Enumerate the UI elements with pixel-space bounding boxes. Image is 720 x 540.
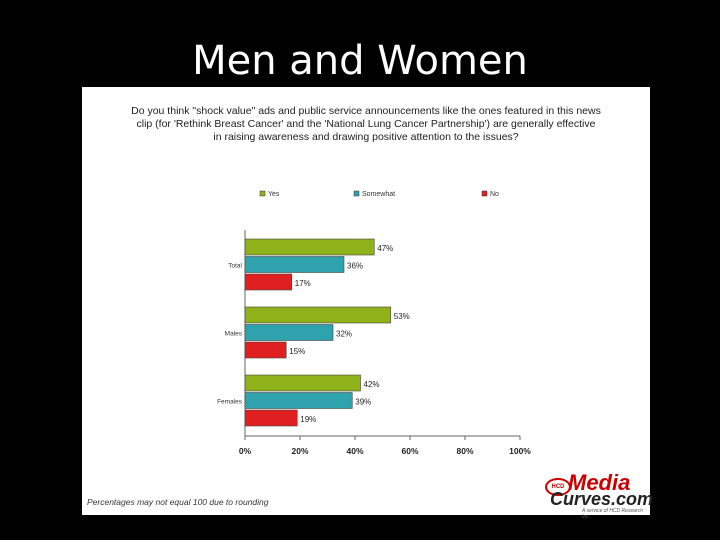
data-label-females-yes: 42% (364, 380, 380, 389)
data-label-females-somewhat: 39% (355, 398, 371, 407)
legend-label-no: No (490, 191, 499, 198)
bar-total-yes (244, 238, 375, 256)
logo-badge: HCD (545, 478, 571, 496)
x-tick-label: 40% (346, 446, 363, 456)
legend-label-yes: Yes (268, 191, 280, 198)
bar-females-yes (244, 374, 361, 392)
slide-title: Men and Women (192, 38, 528, 84)
question-line-1: Do you think "shock value" ads and publi… (131, 105, 601, 117)
bar-total-somewhat (244, 256, 345, 273)
data-label-total-no: 17% (295, 279, 311, 288)
category-label-total: Total (228, 263, 242, 270)
footnote: Percentages may not equal 100 due to rou… (87, 497, 269, 507)
data-label-males-somewhat: 32% (336, 330, 352, 339)
data-label-males-no: 15% (289, 347, 305, 356)
x-tick-label: 60% (401, 446, 418, 456)
bar-chart: Yes Somewhat No 0% 20% 40% 60% 80% 100% 47% 36% 17%… (217, 190, 531, 456)
x-tick-label: 0% (239, 446, 252, 456)
bar-males-yes (244, 306, 392, 324)
category-label-females: Females (217, 399, 243, 406)
mediacurves-logo: HCD Media Curves.com A service of HCD Re… (542, 470, 653, 520)
logo-line-3: A service of HCD Research Inc. (582, 508, 643, 520)
x-tick-label: 100% (509, 446, 531, 456)
legend-label-somewhat: Somewhat (362, 191, 395, 198)
question-line-3: in raising awareness and drawing positiv… (213, 131, 519, 143)
chart-question: Do you think "shock value" ads and publi… (82, 105, 650, 144)
bar-females-no (244, 409, 298, 427)
data-label-females-no: 19% (300, 415, 316, 424)
legend-swatch-somewhat (353, 190, 360, 197)
data-label-males-yes: 53% (394, 312, 410, 321)
data-label-total-yes: 47% (377, 244, 393, 253)
category-label-males: Males (225, 331, 243, 338)
legend-swatch-yes (259, 190, 266, 197)
bar-females-somewhat (244, 392, 353, 409)
question-line-2: clip (for 'Rethink Breast Cancer' and th… (136, 118, 596, 130)
bar-males-no (244, 341, 287, 359)
chart-panel: Do you think "shock value" ads and publi… (82, 87, 653, 520)
data-label-total-somewhat: 36% (347, 262, 363, 271)
legend-swatch-no (481, 190, 488, 197)
logo-line-1: Media (568, 470, 631, 495)
logo-line-2: Curves.com (550, 489, 654, 509)
x-tick-label: 80% (456, 446, 473, 456)
x-tick-label: 20% (291, 446, 308, 456)
bar-males-somewhat (244, 324, 334, 341)
bar-total-no (244, 273, 293, 291)
